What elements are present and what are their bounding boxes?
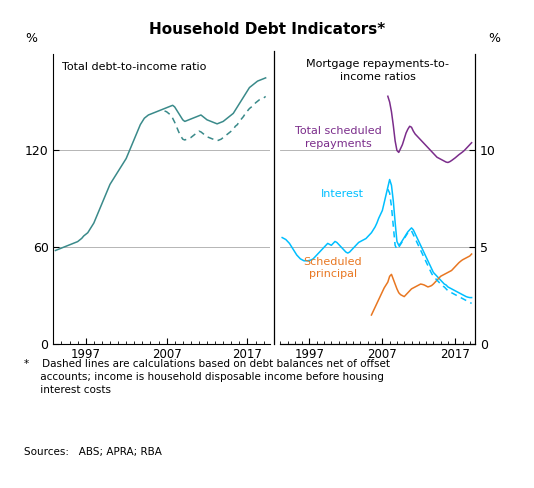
Text: *    Dashed lines are calculations based on debt balances net of offset
     acc: * Dashed lines are calculations based on… xyxy=(24,359,390,395)
Text: %: % xyxy=(25,32,37,45)
Text: Total scheduled
repayments: Total scheduled repayments xyxy=(295,126,382,149)
Text: Total debt-to-income ratio: Total debt-to-income ratio xyxy=(62,62,207,72)
Text: Mortgage repayments-to-
income ratios: Mortgage repayments-to- income ratios xyxy=(307,60,449,82)
Text: Sources:   ABS; APRA; RBA: Sources: ABS; APRA; RBA xyxy=(24,447,162,456)
Text: Scheduled
principal: Scheduled principal xyxy=(304,257,362,279)
Text: Interest: Interest xyxy=(321,189,364,199)
Text: %: % xyxy=(489,32,500,45)
Text: Household Debt Indicators*: Household Debt Indicators* xyxy=(149,22,385,37)
